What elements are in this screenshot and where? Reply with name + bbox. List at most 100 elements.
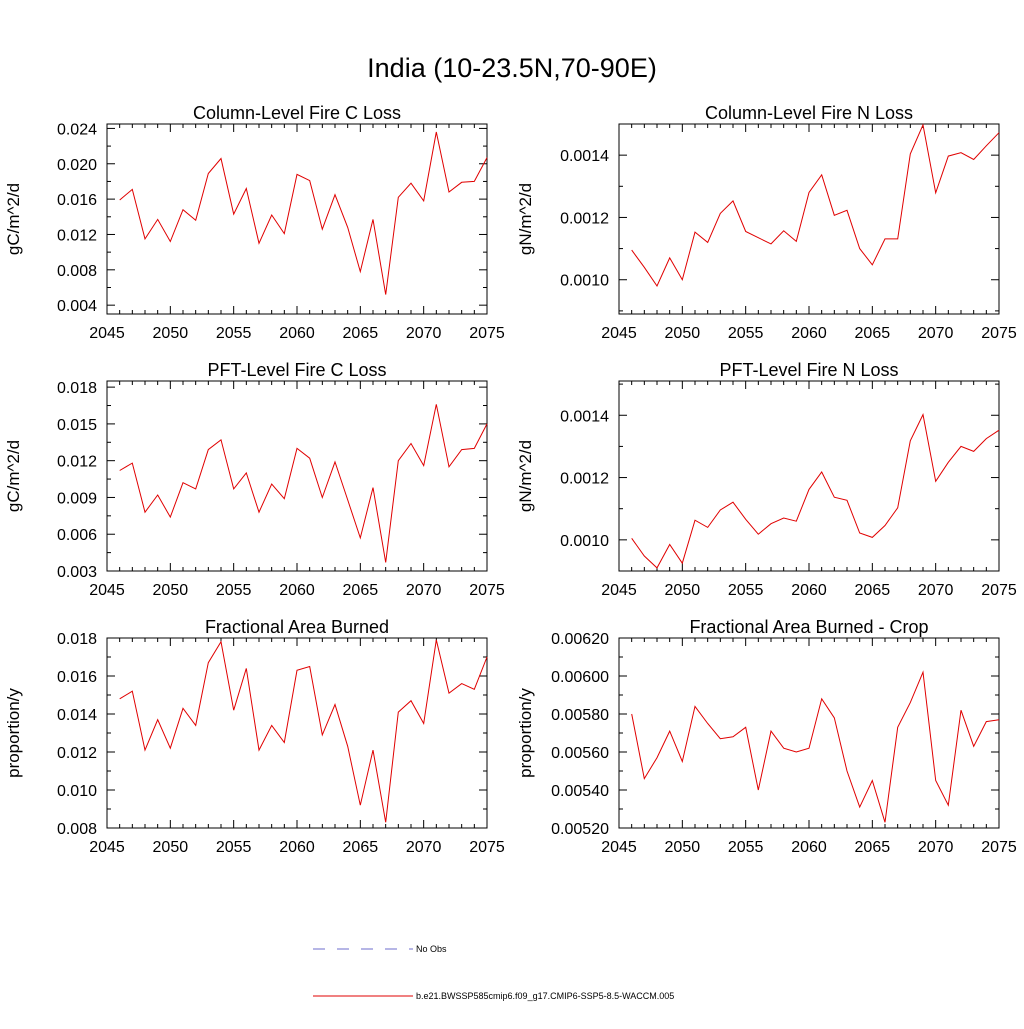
x-tick-label: 2060 [791, 582, 827, 599]
x-tick-label: 2055 [216, 839, 252, 856]
plot-frame [106, 380, 488, 572]
y-tick-label: 0.016 [57, 669, 97, 686]
x-tick-label: 2065 [855, 582, 891, 599]
y-tick-label: 0.014 [57, 707, 97, 724]
series-line [119, 404, 488, 563]
y-tick-label: 0.024 [57, 121, 97, 138]
y-tick-label: 0.0012 [560, 210, 609, 227]
x-tick-label: 2065 [855, 839, 891, 856]
plot-frame [618, 380, 1000, 572]
x-tick-label: 2065 [343, 582, 379, 599]
y-tick-label: 0.00620 [551, 631, 609, 648]
chart-panel-1: Column-Level Fire C Loss gC/m^2/d 2045 2050… [4, 103, 505, 342]
x-tick-label: 2050 [153, 839, 189, 856]
x-tick-label: 2075 [981, 839, 1017, 856]
x-tick-label: 2075 [981, 582, 1017, 599]
y-tick-label: 0.0014 [560, 408, 609, 425]
x-tick-label: 2075 [981, 325, 1017, 342]
x-tick-label: 2055 [216, 582, 252, 599]
x-tick-label: 2070 [918, 582, 954, 599]
y-axis-label: gC/m^2/d [4, 183, 23, 255]
plot-title: PFT-Level Fire C Loss [207, 360, 386, 380]
plot-frame [618, 123, 1000, 315]
chart-panel-2: Column-Level Fire N Loss gN/m^2/d 2045 2050… [516, 103, 1017, 342]
legend-label-no-obs: No Obs [416, 944, 447, 954]
x-tick-label: 2045 [601, 839, 637, 856]
y-tick-label: 0.018 [57, 631, 97, 648]
plot-frame [618, 637, 1000, 829]
y-tick-label: 0.012 [57, 454, 97, 471]
x-tick-label: 2065 [855, 325, 891, 342]
x-tick-label: 2065 [343, 325, 379, 342]
x-tick-label: 2050 [665, 582, 701, 599]
x-tick-label: 2060 [791, 325, 827, 342]
x-tick-label: 2075 [469, 839, 505, 856]
y-tick-label: 0.0012 [560, 471, 609, 488]
chart-panel-6: Fractional Area Burned - Crop proportion/… [516, 617, 1017, 856]
x-tick-label: 2050 [665, 325, 701, 342]
x-tick-label: 2050 [153, 325, 189, 342]
y-tick-label: 0.006 [57, 527, 97, 544]
y-tick-label: 0.009 [57, 490, 97, 507]
y-tick-label: 0.012 [57, 227, 97, 244]
x-tick-label: 2045 [89, 325, 125, 342]
y-tick-label: 0.016 [57, 192, 97, 209]
plot-title: Column-Level Fire C Loss [193, 103, 401, 123]
series-line [631, 123, 1000, 288]
legend: No Obs b.e21.BWSSP585cmip6.f09_g17.CMIP6… [313, 944, 674, 1001]
y-tick-label: 0.015 [57, 417, 97, 434]
y-tick-label: 0.018 [57, 380, 97, 397]
y-tick-label: 0.00520 [551, 821, 609, 838]
y-axis-label: gN/m^2/d [516, 183, 535, 255]
x-tick-label: 2055 [728, 325, 764, 342]
y-tick-label: 0.0014 [560, 148, 609, 165]
x-tick-label: 2050 [665, 839, 701, 856]
plot-title: Column-Level Fire N Loss [705, 103, 913, 123]
y-axis-label: proportion/y [4, 688, 23, 778]
y-axis-label: proportion/y [516, 688, 535, 778]
x-tick-label: 2075 [469, 325, 505, 342]
x-tick-label: 2070 [406, 325, 442, 342]
figure-title: India (10-23.5N,70-90E) [367, 53, 657, 83]
x-tick-label: 2060 [791, 839, 827, 856]
y-tick-label: 0.003 [57, 564, 97, 581]
x-tick-label: 2070 [918, 325, 954, 342]
y-tick-label: 0.008 [57, 263, 97, 280]
x-tick-label: 2070 [918, 839, 954, 856]
plot-title: Fractional Area Burned [205, 617, 389, 637]
x-tick-label: 2045 [601, 325, 637, 342]
y-tick-label: 0.0010 [560, 533, 609, 550]
chart-panel-4: PFT-Level Fire N Loss gN/m^2/d 2045 2050 205… [516, 360, 1017, 599]
x-tick-label: 2060 [279, 582, 315, 599]
chart-panel-3: PFT-Level Fire C Loss gC/m^2/d 2045 2050 205… [4, 360, 505, 599]
x-tick-label: 2060 [279, 839, 315, 856]
y-tick-label: 0.004 [57, 298, 97, 315]
y-axis-label: gC/m^2/d [4, 440, 23, 512]
x-tick-label: 2060 [279, 325, 315, 342]
x-tick-label: 2055 [728, 839, 764, 856]
plot-title: Fractional Area Burned - Crop [689, 617, 928, 637]
y-tick-label: 0.00560 [551, 745, 609, 762]
x-tick-label: 2045 [89, 582, 125, 599]
series-line [631, 670, 1000, 823]
y-tick-label: 0.012 [57, 745, 97, 762]
y-tick-label: 0.00600 [551, 669, 609, 686]
chart-panel-5: Fractional Area Burned proportion/y 2045 20… [4, 617, 505, 856]
y-tick-label: 0.020 [57, 157, 97, 174]
series-line [631, 413, 1000, 569]
series-line [119, 639, 488, 823]
x-tick-label: 2050 [153, 582, 189, 599]
series-line [119, 131, 488, 295]
y-axis-label: gN/m^2/d [516, 440, 535, 512]
y-tick-label: 0.010 [57, 783, 97, 800]
x-tick-label: 2045 [601, 582, 637, 599]
x-tick-label: 2070 [406, 582, 442, 599]
x-tick-label: 2055 [728, 582, 764, 599]
x-tick-label: 2045 [89, 839, 125, 856]
y-tick-label: 0.008 [57, 821, 97, 838]
x-tick-label: 2065 [343, 839, 379, 856]
y-tick-label: 0.0010 [560, 273, 609, 290]
x-tick-label: 2075 [469, 582, 505, 599]
plot-frame [106, 123, 488, 315]
